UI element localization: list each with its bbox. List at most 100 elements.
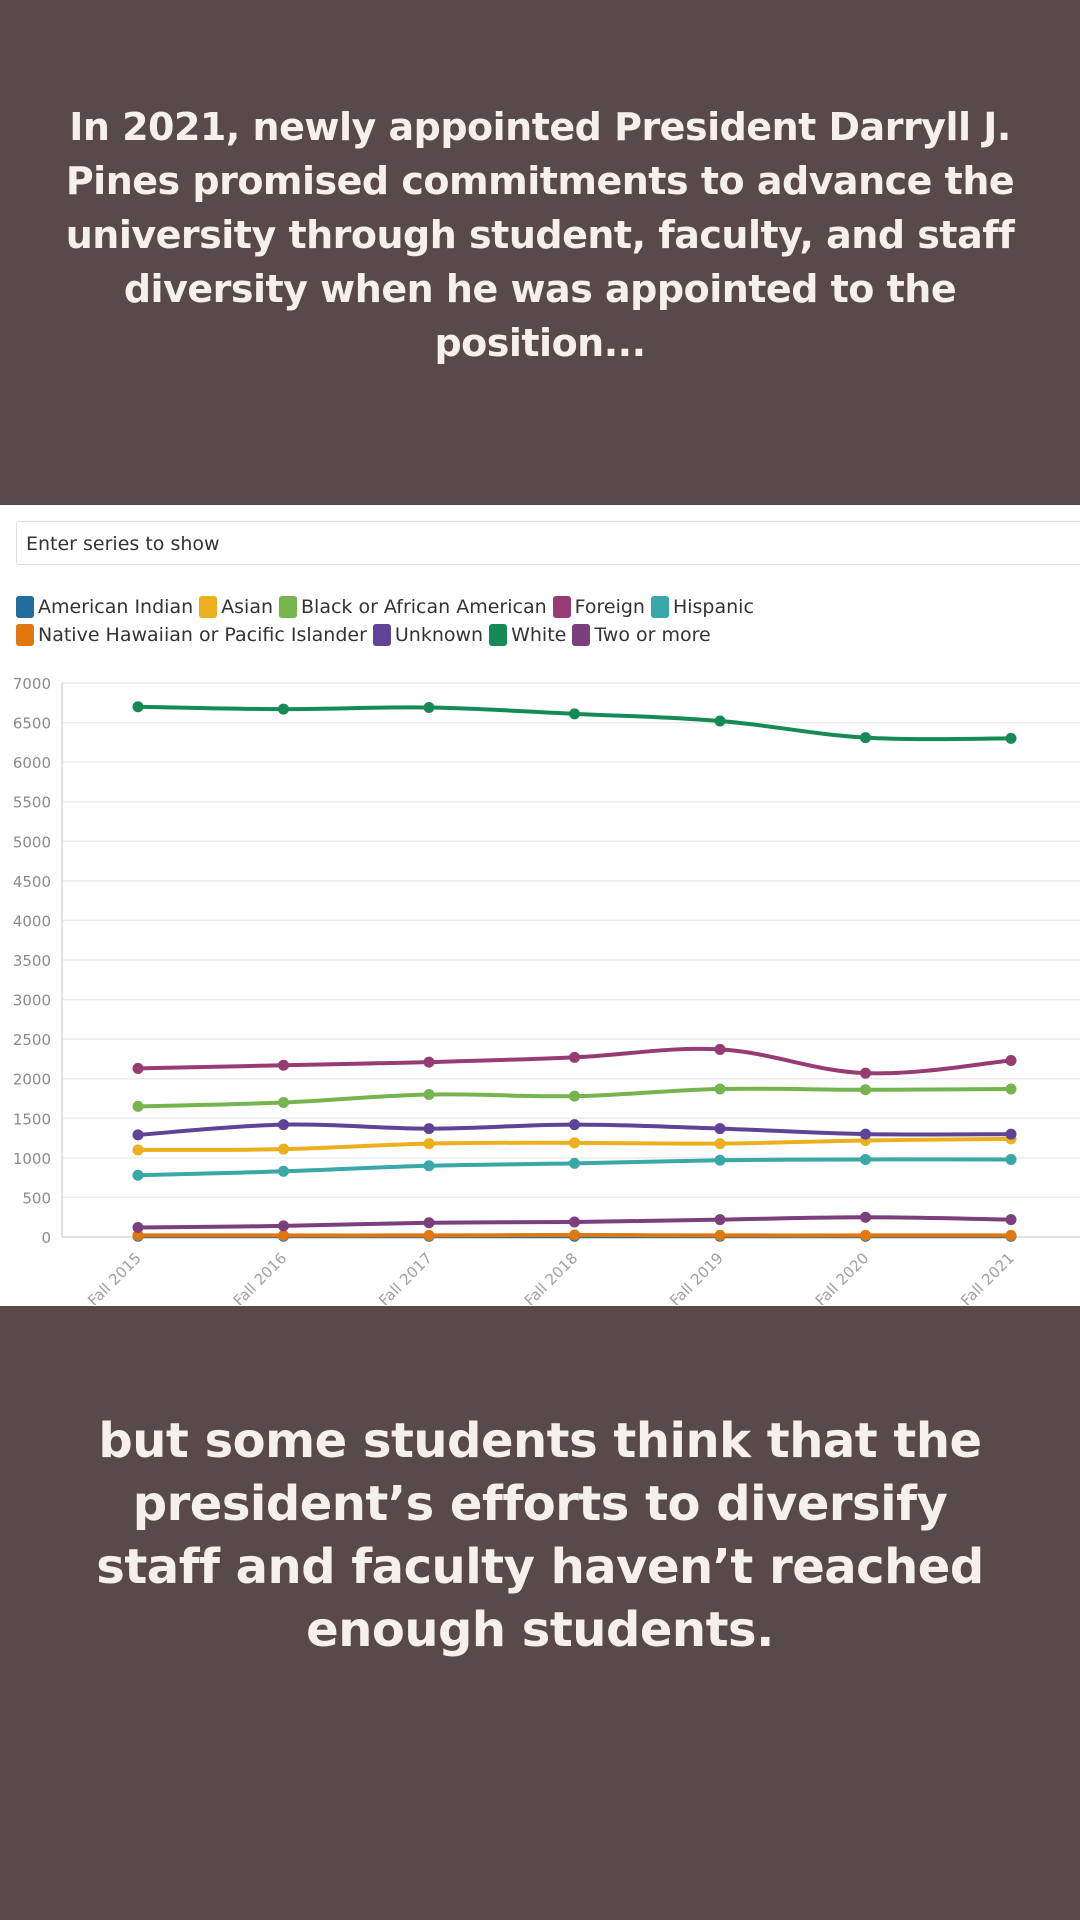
data-point [714, 1154, 726, 1166]
data-point [423, 1089, 435, 1101]
x-tick-label: Fall 2021 [957, 1249, 1018, 1305]
data-point [714, 1123, 726, 1135]
legend-label: American Indian [38, 596, 194, 618]
y-tick-label: 4000 [13, 912, 51, 930]
y-tick-label: 4500 [13, 873, 51, 891]
data-point [278, 1229, 289, 1241]
legend-item[interactable]: Black or African American [279, 596, 547, 618]
chart-legend: American Indian Asian Black or African Ame… [16, 593, 1066, 649]
y-tick-label: 1500 [13, 1110, 51, 1128]
y-tick-label: 7000 [13, 675, 51, 693]
data-point [860, 1229, 871, 1241]
data-point [132, 1144, 144, 1156]
y-tick-label: 6500 [13, 715, 51, 733]
y-tick-label: 5500 [13, 794, 51, 812]
data-point [132, 1229, 144, 1241]
data-point [278, 1119, 289, 1131]
series-group [132, 1133, 1017, 1156]
data-point [132, 1062, 144, 1074]
legend-swatch [372, 624, 391, 646]
data-point [278, 1143, 289, 1155]
legend-item[interactable]: Two or more [572, 624, 711, 646]
data-point [860, 1128, 871, 1140]
data-point [569, 1157, 580, 1169]
data-point [1005, 1055, 1017, 1067]
y-tick-label: 3500 [13, 952, 51, 970]
x-tick-label: Fall 2016 [230, 1249, 291, 1305]
legend-swatch [199, 596, 218, 618]
y-tick-label: 500 [22, 1189, 51, 1207]
chart-panel: Enter series to show American Indian Asia… [0, 505, 1080, 1306]
data-point [423, 1217, 435, 1229]
closing-text: but some students think that the preside… [96, 1413, 984, 1658]
data-point [569, 1090, 580, 1102]
legend-item[interactable]: Unknown [372, 624, 484, 646]
legend-label: Native Hawaiian or Pacific Islander [38, 624, 367, 646]
data-point [569, 1119, 580, 1131]
legend-item[interactable]: White [489, 624, 566, 646]
y-tick-label: 6000 [13, 754, 51, 772]
data-point [714, 1229, 726, 1241]
data-point [278, 1165, 289, 1177]
data-point [860, 1084, 871, 1096]
legend-item[interactable]: Asian [199, 596, 273, 618]
legend-row-2: Native Hawaiian or Pacific Islander Unkno… [16, 621, 1066, 649]
legend-label: Two or more [594, 624, 711, 646]
data-point [423, 1123, 435, 1135]
y-tick-label: 2500 [13, 1031, 51, 1049]
legend-label: Unknown [394, 624, 484, 646]
series-group [132, 1119, 1017, 1141]
data-point [714, 1138, 726, 1150]
legend-swatch [16, 624, 34, 646]
legend-label: Hispanic [672, 596, 754, 618]
data-point [132, 701, 144, 713]
data-point [860, 1067, 871, 1079]
data-point [132, 1222, 144, 1234]
legend-item[interactable]: Foreign [552, 596, 645, 618]
line-chart: 0 500 1000 1500 2000 2500 3000 3500 4000 4500 5000… [13, 675, 1080, 1305]
legend-swatch [572, 624, 591, 646]
data-point [860, 1153, 871, 1165]
series-group [132, 1083, 1017, 1112]
data-point [1005, 1214, 1017, 1226]
legend-row-1: American Indian Asian Black or African Ame… [16, 593, 1066, 621]
x-tick-label: Fall 2017 [375, 1249, 436, 1305]
data-point [423, 1056, 435, 1068]
data-point [569, 1229, 580, 1241]
legend-swatch [16, 596, 34, 618]
data-point [278, 1059, 289, 1071]
x-tick-label: Fall 2018 [521, 1249, 582, 1305]
data-point [569, 708, 580, 720]
data-point [132, 1100, 144, 1112]
legend-swatch [650, 596, 669, 618]
legend-label: Asian [221, 596, 274, 618]
y-tick-label: 0 [41, 1229, 51, 1247]
data-point [423, 1138, 435, 1150]
intro-text: In 2021, newly appointed President Darry… [65, 105, 1015, 365]
data-point [1005, 1153, 1017, 1165]
data-point [1005, 1229, 1017, 1241]
legend-label: White [511, 624, 567, 646]
y-tick-label: 5000 [13, 833, 51, 851]
legend-item[interactable]: Native Hawaiian or Pacific Islander [16, 624, 367, 646]
data-point [278, 1220, 289, 1232]
data-point [569, 1216, 580, 1228]
y-tick-label: 1000 [13, 1150, 51, 1168]
legend-item[interactable]: Hispanic [650, 596, 754, 618]
legend-swatch [279, 596, 298, 618]
legend-swatch [489, 624, 508, 646]
data-point [714, 715, 726, 727]
legend-swatch [552, 596, 571, 618]
data-point [423, 1160, 435, 1172]
data-point [278, 1096, 289, 1108]
data-point [714, 1083, 726, 1095]
series-group [132, 1153, 1017, 1181]
x-tick-label: Fall 2020 [812, 1249, 873, 1305]
data-point [1005, 1083, 1017, 1095]
legend-item[interactable]: American Indian [16, 596, 193, 618]
data-point [860, 1211, 871, 1223]
data-point [423, 1229, 435, 1241]
legend-label: Black or African American [301, 596, 547, 618]
data-point [132, 1169, 144, 1181]
series-filter-input[interactable]: Enter series to show [16, 521, 1080, 565]
